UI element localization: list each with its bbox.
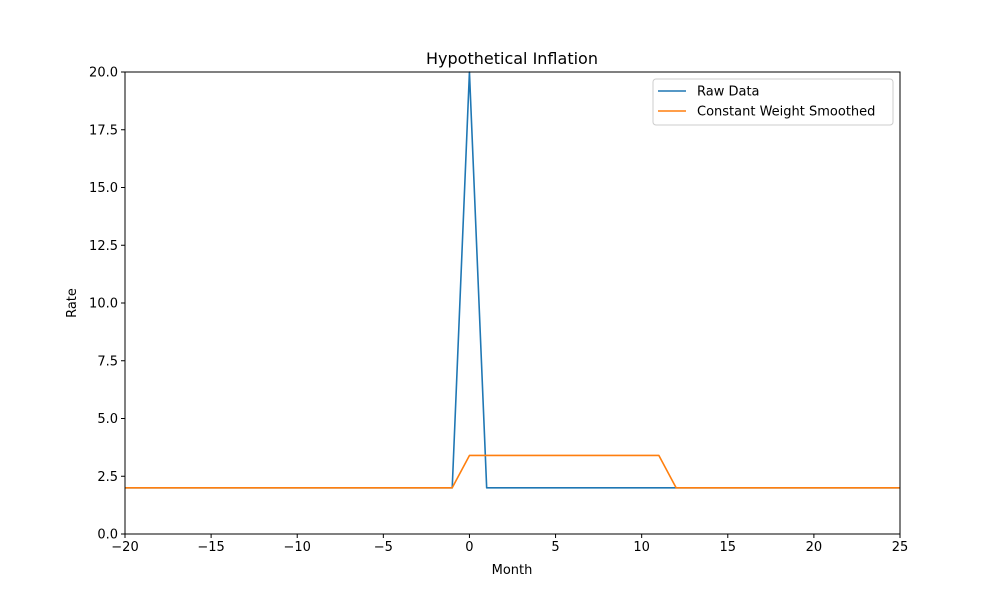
x-tick-label: −5: [374, 540, 393, 555]
chart-title: Hypothetical Inflation: [426, 49, 598, 68]
x-tick-label: 20: [806, 540, 823, 555]
y-tick-label: 7.5: [97, 354, 118, 369]
legend-box: [652, 78, 894, 126]
y-tick-label: 12.5: [89, 239, 118, 254]
y-tick-label: 15.0: [89, 181, 118, 196]
x-axis-label: Month: [492, 563, 533, 578]
y-axis-label: Rate: [65, 288, 80, 318]
plot-area: −20 −15 −10 −5 0 5 10 15 20 25 0.0 2.5 5.0 7.5 10.0 12.…: [89, 66, 908, 556]
x-tick-label: 25: [892, 540, 909, 555]
x-tick-label: −10: [284, 540, 311, 555]
x-tick-label: 0: [465, 540, 473, 555]
y-tick-label: 5.0: [97, 412, 118, 427]
y-tick-label: 2.5: [97, 470, 118, 485]
legend-label-2: Constant Weight Smoothed: [697, 105, 875, 120]
y-tick-label: 0.0: [97, 528, 118, 543]
x-tick-label: −15: [197, 540, 224, 555]
legend: Raw Data Constant Weight Smoothed: [652, 78, 894, 126]
legend-label-1: Raw Data: [697, 85, 760, 100]
x-tick-label: 10: [633, 540, 650, 555]
y-tick-label: 20.0: [89, 66, 118, 81]
y-tick-label: 17.5: [89, 123, 118, 138]
x-tick-label: 5: [551, 540, 559, 555]
y-tick-label: 10.0: [89, 297, 118, 312]
series-line-2: [125, 454, 900, 489]
x-tick-label: 15: [720, 540, 737, 555]
x-tick-label: −20: [111, 540, 138, 555]
